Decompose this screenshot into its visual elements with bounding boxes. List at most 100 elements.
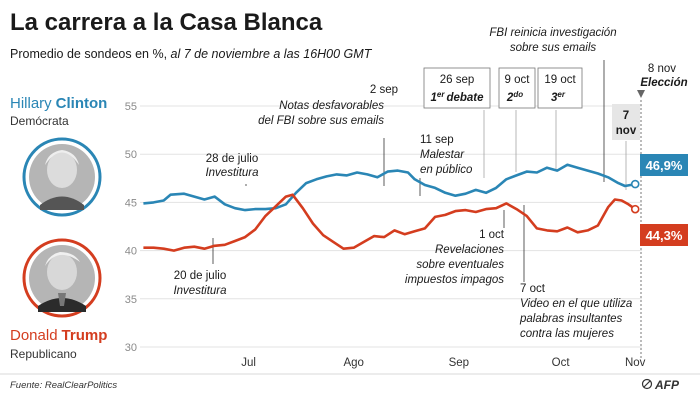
clinton-end-label: 46,9% — [640, 154, 688, 176]
y-tick-label: 30 — [125, 342, 137, 354]
annotation-sick: 11 sep Malestar en público — [420, 134, 473, 176]
clinton-end-box — [640, 154, 688, 176]
afp-logo: AFP — [641, 378, 680, 392]
debate-1-sup: er — [437, 90, 445, 99]
ann-fbi-notes-l1: Notas desfavorables — [279, 100, 384, 112]
debate-1-date: 26 sep — [440, 74, 475, 86]
ann-video-date: 7 oct — [520, 283, 546, 295]
debate-3-box — [537, 67, 583, 109]
clinton-first-name: Hillary — [10, 95, 52, 112]
afp-logo-text: AFP — [654, 378, 680, 392]
debate-1-word: debate — [446, 92, 484, 104]
x-tick-label: Oct — [552, 357, 571, 369]
ann-election-text: Elección — [640, 77, 687, 89]
subtitle-italic: al 7 de noviembre a las 16H00 GMT — [171, 47, 373, 61]
ann-conv-rep-date: 20 de julio — [174, 270, 226, 282]
annotation-conv-dem: 28 de julio Investitura — [205, 153, 258, 179]
trump-end-value: 44,3% — [646, 228, 683, 243]
ann-video-l2: palabras insultantes — [519, 313, 623, 325]
y-tick-label: 45 — [125, 197, 137, 209]
ann-election-date: 8 nov — [648, 63, 676, 75]
subtitle-regular: Promedio de sondeos en %, — [10, 47, 171, 61]
clinton-last-name: Clinton — [56, 95, 108, 112]
ann-fbi-reopen-l2: sobre sus emails — [510, 42, 597, 54]
series-lines — [143, 163, 636, 252]
clinton-portrait-icon — [22, 137, 102, 217]
ann-fbi-notes-l2: del FBI sobre sus emails — [258, 115, 384, 127]
debate-1-box — [423, 67, 491, 109]
y-tick-label: 50 — [125, 149, 137, 161]
debate-2-label: 2do — [506, 90, 523, 104]
series-line-clinton — [143, 163, 636, 212]
annotation-fbi-notes: 2 sep Notas desfavorables del FBI sobre … — [258, 84, 398, 127]
candidate-trump: Donald Trump Republicano — [10, 238, 107, 361]
debate-3-date: 19 oct — [544, 74, 576, 86]
clinton-end-value: 46,9% — [646, 158, 683, 173]
ann-video-l3: contra las mujeres — [520, 328, 614, 340]
debate-1-num: 1 — [430, 92, 436, 104]
y-tick-label: 55 — [125, 101, 137, 113]
ann-tax-date: 1 oct — [479, 229, 505, 241]
ann-tax-l2: sobre eventuales — [416, 259, 504, 271]
ann-sick-l1: Malestar — [420, 149, 465, 161]
ann-conv-rep-text: Investitura — [173, 285, 226, 297]
debate-1: 26 sep 1er debate — [423, 67, 491, 109]
series-endpoints — [630, 179, 640, 214]
ann-fbi-notes-date: 2 sep — [370, 84, 398, 96]
debate-2-num: 2 — [506, 92, 514, 104]
x-tick-label: Nov — [625, 357, 646, 369]
today-box — [612, 104, 640, 140]
ann-tax-l3: impuestos impagos — [405, 274, 504, 286]
x-tick-label: Ago — [343, 357, 363, 369]
series-endpoint-clinton — [630, 179, 640, 189]
debate-2-date: 9 oct — [505, 74, 531, 86]
trump-end-label: 44,3% — [640, 224, 688, 246]
election-arrow-icon — [637, 90, 645, 98]
y-tick-label: 35 — [125, 294, 137, 306]
x-axis: Jul Ago Sep Oct Nov — [241, 357, 646, 369]
ann-today-day: 7 — [623, 110, 629, 122]
x-tick-label: Sep — [449, 357, 469, 369]
trump-first-name: Donald — [10, 327, 58, 344]
trump-party: Republicano — [10, 347, 77, 361]
series-endpoint-trump — [630, 204, 640, 214]
page-title: La carrera a la Casa Blanca — [10, 9, 323, 36]
debate-2-sup: do — [513, 90, 523, 99]
page-subtitle: Promedio de sondeos en %, al 7 de noviem… — [10, 47, 373, 61]
event-markers — [212, 60, 642, 360]
debate-2: 9 oct 2do — [498, 67, 536, 109]
trump-end-box — [640, 224, 688, 246]
annotation-conv-rep: 20 de julio Investitura — [173, 270, 226, 297]
trump-name: Donald Trump — [10, 327, 107, 344]
trump-portrait-icon — [22, 238, 102, 318]
annotation-today: 7 nov — [612, 104, 640, 140]
ann-conv-dem-date: 28 de julio — [206, 153, 258, 165]
ann-sick-l2: en público — [420, 164, 473, 176]
debate-3-label: 3er — [551, 90, 566, 104]
trump-last-name: Trump — [62, 327, 108, 344]
x-tick-label: Jul — [241, 357, 256, 369]
annotation-tax: 1 oct Revelaciones sobre eventuales impu… — [405, 229, 505, 286]
ann-tax-l1: Revelaciones — [435, 244, 504, 256]
candidate-clinton: Hillary Clinton Demócrata — [10, 95, 108, 217]
clinton-party: Demócrata — [10, 114, 69, 128]
series-line-trump — [143, 193, 636, 252]
debate-2-box — [498, 67, 536, 109]
debate-3-sup: er — [557, 90, 565, 99]
ann-fbi-reopen-l1: FBI reinicia investigación — [489, 27, 616, 39]
ann-today-month: nov — [616, 125, 637, 137]
ann-conv-dem-text: Investitura — [205, 167, 258, 179]
debate-1-label: 1er debate — [430, 90, 484, 104]
annotation-fbi-reopen: FBI reinicia investigación sobre sus ema… — [489, 27, 616, 54]
y-axis: 30 35 40 45 50 55 — [125, 101, 137, 354]
annotation-election: 8 nov Elección — [637, 63, 688, 98]
y-tick-label: 40 — [125, 246, 137, 258]
debate-3: 19 oct 3er — [537, 67, 583, 109]
source-note: Fuente: RealClearPolitics — [10, 380, 117, 391]
debate-3-num: 3 — [551, 92, 558, 104]
afp-logo-icon — [641, 378, 653, 390]
ann-sick-date: 11 sep — [420, 134, 454, 146]
annotation-video: 7 oct Video en el que utiliza palabras i… — [519, 283, 632, 340]
